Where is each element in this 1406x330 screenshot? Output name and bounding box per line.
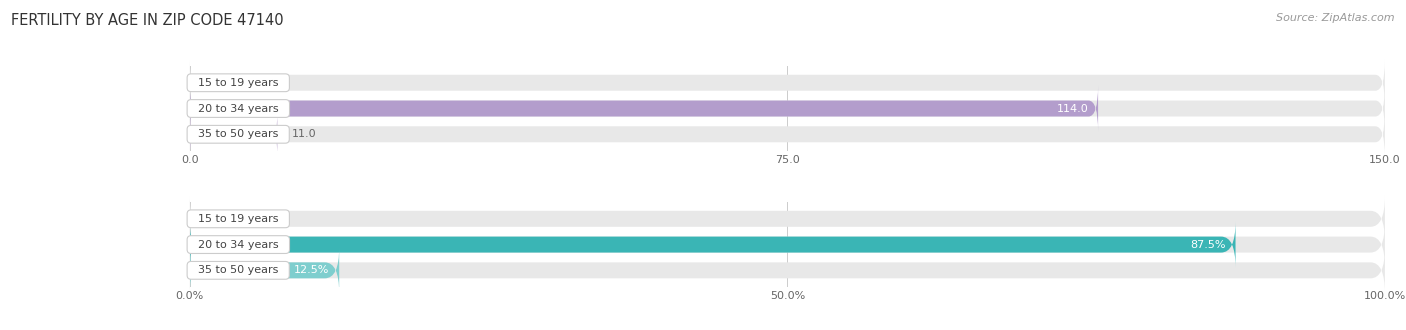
Text: 12.5%: 12.5%	[294, 265, 329, 275]
FancyBboxPatch shape	[190, 85, 1098, 131]
Text: 15 to 19 years: 15 to 19 years	[191, 78, 285, 88]
Text: 0.0%: 0.0%	[204, 214, 232, 224]
FancyBboxPatch shape	[190, 85, 1385, 131]
FancyBboxPatch shape	[190, 248, 339, 293]
FancyBboxPatch shape	[190, 222, 1236, 268]
FancyBboxPatch shape	[190, 111, 277, 157]
FancyBboxPatch shape	[190, 248, 1385, 293]
FancyBboxPatch shape	[190, 111, 1385, 157]
Text: Source: ZipAtlas.com: Source: ZipAtlas.com	[1277, 13, 1395, 23]
Text: 20 to 34 years: 20 to 34 years	[191, 104, 285, 114]
Text: 0.0: 0.0	[204, 78, 222, 88]
Text: 114.0: 114.0	[1057, 104, 1088, 114]
Text: FERTILITY BY AGE IN ZIP CODE 47140: FERTILITY BY AGE IN ZIP CODE 47140	[11, 13, 284, 28]
Text: 35 to 50 years: 35 to 50 years	[191, 129, 285, 139]
Text: 20 to 34 years: 20 to 34 years	[191, 240, 285, 249]
Text: 15 to 19 years: 15 to 19 years	[191, 214, 285, 224]
Text: 11.0: 11.0	[292, 129, 316, 139]
FancyBboxPatch shape	[190, 196, 1385, 242]
Text: 87.5%: 87.5%	[1191, 240, 1226, 249]
FancyBboxPatch shape	[190, 60, 1385, 106]
FancyBboxPatch shape	[190, 222, 1385, 268]
Text: 35 to 50 years: 35 to 50 years	[191, 265, 285, 275]
